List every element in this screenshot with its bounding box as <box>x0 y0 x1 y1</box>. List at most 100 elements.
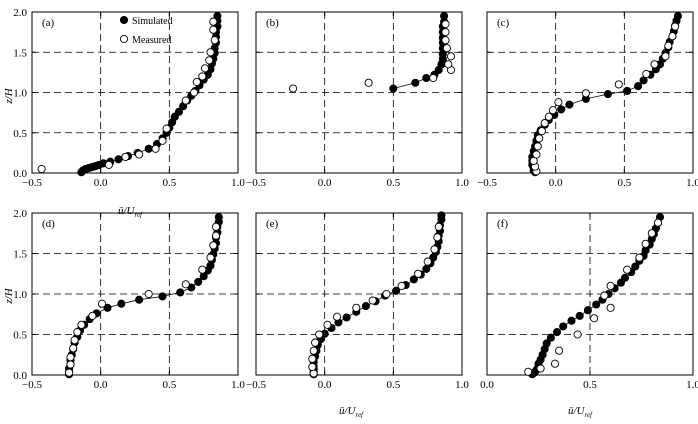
simulated-point <box>592 300 601 309</box>
measured-point <box>158 136 167 145</box>
measured-point <box>434 222 443 231</box>
xlabel-sub: ref <box>584 411 593 419</box>
measured-point <box>653 218 663 227</box>
simulated-point <box>361 302 370 311</box>
y-tick-label: 0.5 <box>13 128 27 140</box>
series-measured <box>308 222 443 378</box>
legend-label-simulated: Simulated <box>132 16 173 27</box>
y-axis-label-bottom: z/H <box>3 287 15 304</box>
simulated-point <box>546 333 555 342</box>
measured-point <box>600 291 609 300</box>
simulated-point <box>409 275 418 284</box>
measured-point <box>135 150 144 159</box>
series-simulated <box>528 11 682 177</box>
measured-point <box>198 265 207 274</box>
measured-point <box>206 48 215 57</box>
x-tick-label: 0.5 <box>583 379 597 391</box>
svg-text:ū/Uref: ū/Uref <box>568 405 593 419</box>
measured-point <box>181 96 190 105</box>
measured-point <box>88 311 97 320</box>
measured-point <box>151 144 160 153</box>
measured-point <box>668 32 677 41</box>
measured-point <box>73 328 82 337</box>
simulated-point <box>135 295 144 304</box>
x-tick-label: 1.0 <box>686 177 698 189</box>
series-simulated <box>65 213 223 379</box>
chart-panel-6: 0.0 0.5 1.0 (f) <box>480 212 698 391</box>
measured-point <box>550 359 560 368</box>
xlabel-sub: ref <box>134 211 143 219</box>
series-measured <box>37 17 219 174</box>
simulated-point <box>389 84 398 93</box>
measured-point <box>205 56 214 65</box>
series-simulated <box>528 213 665 379</box>
panel-label: (c) <box>497 17 510 29</box>
chart-panel-2: −0.5 0.0 0.5 1.0 (b) <box>246 11 469 189</box>
svg-text:ū/Uref: ū/Uref <box>118 205 143 219</box>
measured-point <box>641 239 650 248</box>
measured-point <box>65 368 74 377</box>
panel-label: (e) <box>266 218 279 230</box>
measured-point <box>429 73 438 83</box>
measured-point <box>309 369 318 378</box>
measured-point <box>548 106 557 115</box>
x-axis-label-center: ū/Uref <box>339 405 364 419</box>
measured-point <box>642 69 651 79</box>
x-tick-label: 1.0 <box>231 379 245 391</box>
measured-point <box>433 233 442 242</box>
measured-point <box>590 314 599 323</box>
x-tick-label: 1.0 <box>455 379 469 391</box>
x-axis-label-left: ū/Uref <box>118 205 143 219</box>
x-tick-label: −0.5 <box>246 379 266 391</box>
panel-label: (a) <box>42 17 55 29</box>
measured-point <box>661 52 670 61</box>
measured-point <box>442 44 451 53</box>
measured-point <box>190 88 199 97</box>
measured-point <box>368 296 377 305</box>
simulated-point <box>583 306 592 315</box>
measured-point <box>162 124 171 133</box>
measured-point <box>441 20 450 29</box>
measured-point <box>66 360 75 369</box>
simulated-point <box>342 313 351 322</box>
measured-point <box>532 150 541 159</box>
xlabel-sub: ref <box>355 411 364 419</box>
measured-point <box>206 253 215 262</box>
measured-point <box>104 160 113 169</box>
xlabel-main: ū/U <box>568 405 586 417</box>
measured-point <box>364 78 373 87</box>
y-tick-label: 2.0 <box>13 7 27 19</box>
chart-panel-4: −0.5 0.0 0.5 1.00.00.51.01.52.0(d) <box>13 208 245 391</box>
measured-point <box>664 41 673 50</box>
measured-point <box>66 353 75 362</box>
measured-point <box>323 320 332 329</box>
simulated-point <box>620 273 630 282</box>
measured-point <box>441 28 450 37</box>
measured-point <box>198 72 207 81</box>
simulated-point <box>631 262 640 271</box>
x-tick-label: −0.5 <box>22 177 42 189</box>
measured-point <box>210 36 219 45</box>
x-tick-label: 0.0 <box>480 379 494 391</box>
simulated-point <box>158 292 167 301</box>
measured-point <box>397 281 406 290</box>
measured-point <box>352 303 361 312</box>
legend-label-measured: Measured <box>132 35 171 46</box>
svg-text:ū/Uref: ū/Uref <box>339 405 364 419</box>
simulated-point <box>144 144 153 153</box>
measured-point <box>77 320 86 329</box>
measured-point <box>635 253 644 262</box>
y-tick-label: 0.0 <box>13 370 27 382</box>
measured-point <box>309 346 318 355</box>
simulated-point <box>411 78 420 87</box>
simulated-point <box>117 299 126 308</box>
x-tick-label: 0.0 <box>318 379 332 391</box>
measured-point <box>121 152 130 161</box>
xlabel-main: ū/U <box>339 405 357 417</box>
measured-point <box>37 164 46 174</box>
x-tick-label: 0.5 <box>617 177 631 189</box>
simulated-point <box>565 100 574 109</box>
measured-point <box>200 64 210 73</box>
chart-panel-5: −0.5 0.0 0.5 1.0 (e) <box>246 211 469 391</box>
legend-marker-measured <box>119 34 129 44</box>
